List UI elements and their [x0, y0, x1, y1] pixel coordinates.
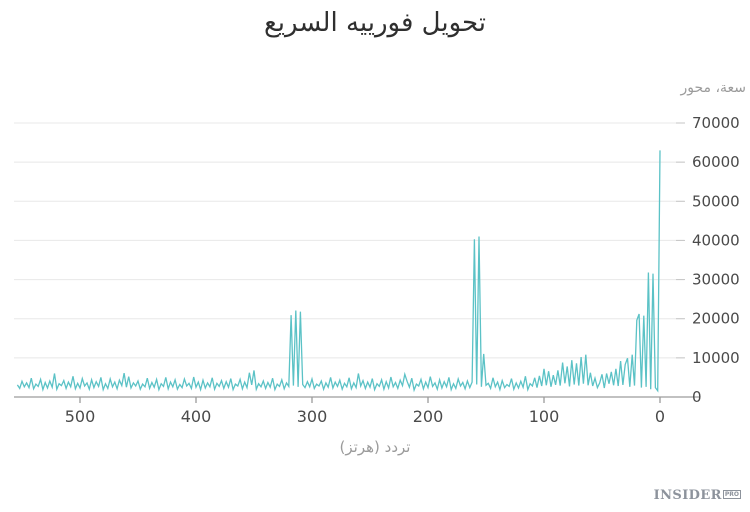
logo-pro-badge: PRO — [722, 490, 741, 499]
insider-pro-logo: INSIDER PRO — [654, 488, 741, 503]
spectrum-line — [16, 150, 661, 393]
x-tick-label: 100 — [529, 407, 560, 426]
y-tick-label: 70000 — [692, 114, 740, 132]
x-tick-label: 200 — [413, 407, 444, 426]
y-tick-label: 20000 — [692, 310, 740, 328]
chart-title: تحويل فورييه السريع — [263, 8, 487, 38]
x-axis-title: تردد (هرتز) — [339, 438, 411, 456]
x-tick-label: 400 — [181, 407, 212, 426]
y-tick-label: 50000 — [692, 192, 740, 210]
x-tick-label: 0 — [655, 407, 665, 426]
x-tick-label: 500 — [65, 407, 96, 426]
y-tick-label: 30000 — [692, 271, 740, 289]
y-tick-label: 0 — [692, 388, 702, 406]
y-axis-title: سعة، محور — [680, 80, 747, 96]
y-tick-label: 40000 — [692, 231, 740, 249]
logo-brand: INSIDER — [653, 488, 722, 503]
x-tick-label: 300 — [297, 407, 328, 426]
y-tick-label: 10000 — [692, 349, 740, 367]
y-tick-label: 60000 — [692, 153, 740, 171]
